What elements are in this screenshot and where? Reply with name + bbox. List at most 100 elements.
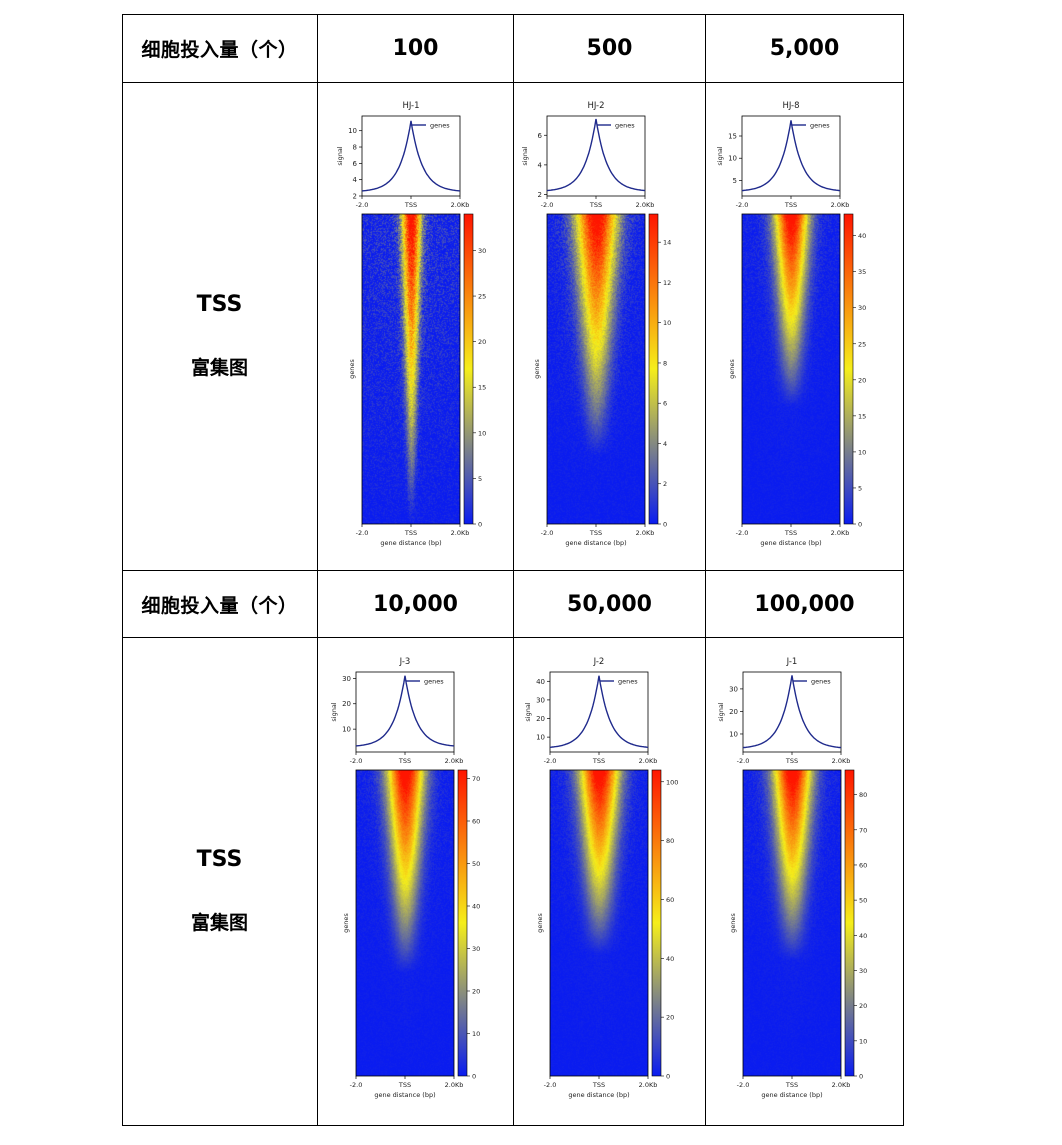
profile-ytick-label: 10 [729, 730, 738, 738]
colorbar [463, 213, 474, 525]
profile-xtick-label: TSS [398, 757, 411, 765]
colorbar-tick-label: 15 [858, 412, 866, 420]
profile-frame [741, 115, 841, 197]
cell-count-500: 500 [586, 35, 633, 61]
col-divider [513, 14, 514, 1126]
plot-title: HJ-2 [587, 101, 604, 111]
profile-ytick-label: 5 [733, 177, 737, 185]
tss-label: TSS [196, 847, 243, 872]
colorbar-tick-label: 30 [472, 945, 480, 953]
profile-ytick-label: 40 [536, 678, 545, 686]
colorbar-tick-label: 40 [666, 955, 674, 963]
profile-ytick-label: 8 [353, 144, 357, 152]
profile-xtick-label: TSS [592, 757, 605, 765]
colorbar-tick-label: 0 [478, 521, 482, 529]
heatmap-ylabel: genes [533, 359, 541, 379]
colorbar-tick-label: 5 [478, 475, 482, 483]
heatmap-ylabel: genes [536, 913, 544, 933]
colorbar-tick-label: 80 [859, 791, 867, 799]
heatmap-xtick-label: -2.0 [736, 529, 749, 537]
legend-label: genes [424, 678, 444, 686]
heatmap-xlabel: gene distance (bp) [760, 539, 821, 547]
col-divider [705, 14, 706, 1126]
enrichment-map-label: 富集图 [190, 912, 248, 934]
heatmap-xtick-label: 2.0Kb [636, 529, 655, 537]
profile-xtick-label: 2.0Kb [445, 757, 464, 765]
profile-ytick-label: 15 [728, 133, 737, 141]
colorbar-tick-label: 6 [663, 400, 667, 408]
profile-xtick-label: -2.0 [541, 201, 554, 209]
profile-ylabel: signal [717, 702, 725, 721]
heatmap-ylabel: genes [348, 359, 356, 379]
profile-xtick-label: TSS [784, 201, 797, 209]
profile-ylabel: signal [521, 146, 529, 165]
tss-plot-hj-8: HJ-8 5 10 15 signal -2.0 TSS 2.0Kb genes genes -2.… [716, 101, 866, 547]
heatmap-xlabel: gene distance (bp) [374, 1091, 435, 1099]
profile-xtick-label: TSS [785, 757, 798, 765]
colorbar-tick-label: 60 [666, 896, 674, 904]
colorbar-tick-label: 50 [859, 897, 867, 905]
colorbar-tick-label: 40 [858, 232, 866, 240]
colorbar-tick-label: 70 [472, 775, 480, 783]
cell-count-10000: 10,000 [373, 591, 458, 617]
colorbar-tick-label: 80 [666, 837, 674, 845]
heatmap-xlabel: gene distance (bp) [761, 1091, 822, 1099]
plot-title: J-2 [593, 657, 605, 667]
plot-title: J-1 [786, 657, 798, 667]
legend-label: genes [811, 678, 831, 686]
profile-ytick-label: 20 [342, 700, 351, 708]
colorbar-tick-label: 10 [478, 429, 486, 437]
colorbar-tick-label: 30 [858, 304, 866, 312]
profile-line [742, 675, 842, 749]
colorbar [844, 769, 855, 1077]
colorbar-tick-label: 15 [478, 384, 486, 392]
heatmap-image [362, 214, 460, 524]
col-divider [317, 14, 318, 1126]
heatmap-image [742, 214, 840, 524]
tss-plot-hj-2: HJ-2 2 4 6 signal -2.0 TSS 2.0Kb genes genes -2.0 T… [521, 101, 671, 547]
cell-count-100000: 100,000 [754, 591, 855, 617]
results-table: 细胞投入量（个） 100 500 5,000 TSS 富集图 细胞投入量（个） … [122, 14, 904, 1126]
profile-ytick-label: 20 [536, 715, 545, 723]
colorbar-tick-label: 20 [858, 376, 866, 384]
profile-ylabel: signal [330, 702, 338, 721]
heatmap-xtick-label: 2.0Kb [445, 1081, 464, 1089]
tss-plot-hj-1: HJ-1 2 4 6 8 10 signal -2.0 TSS 2.0Kb genes genes -2… [336, 101, 486, 547]
heatmap-xtick-label: 2.0Kb [451, 529, 470, 537]
colorbar-tick-label: 70 [859, 826, 867, 834]
profile-xtick-label: -2.0 [544, 757, 557, 765]
colorbar-tick-label: 40 [472, 903, 480, 911]
tss-row-label: TSS 富集图 [122, 292, 317, 380]
heatmap-xtick-label: TSS [404, 529, 417, 537]
heatmap-xtick-label: TSS [784, 529, 797, 537]
profile-xtick-label: 2.0Kb [451, 201, 470, 209]
profile-ylabel: signal [716, 146, 724, 165]
legend-label: genes [615, 122, 635, 130]
colorbar-tick-label: 0 [859, 1073, 863, 1081]
profile-ytick-label: 2 [538, 191, 542, 199]
heatmap-xtick-label: -2.0 [737, 1081, 750, 1089]
heatmap-image [547, 214, 645, 524]
heatmap-xtick-label: TSS [592, 1081, 605, 1089]
colorbar-tick-label: 0 [663, 521, 667, 529]
profile-ytick-label: 30 [342, 675, 351, 683]
colorbar-tick-label: 12 [663, 279, 671, 287]
enrichment-map-label: 富集图 [190, 357, 248, 379]
heatmap-xlabel: gene distance (bp) [565, 539, 626, 547]
cell-count-label: 细胞投入量（个） [141, 594, 298, 617]
heatmap-ylabel: genes [342, 913, 350, 933]
heatmap-xtick-label: 2.0Kb [639, 1081, 658, 1089]
plot-title: HJ-1 [402, 101, 419, 111]
profile-line [361, 120, 461, 192]
colorbar [651, 769, 662, 1077]
profile-ytick-label: 10 [348, 127, 357, 135]
profile-xtick-label: -2.0 [350, 757, 363, 765]
heatmap-xtick-label: TSS [589, 529, 602, 537]
heatmap-xtick-label: TSS [785, 1081, 798, 1089]
colorbar-tick-label: 60 [859, 861, 867, 869]
tss-plot-j-3: J-3 10 20 30 signal -2.0 TSS 2.0Kb genes genes -2.… [330, 657, 480, 1099]
profile-ytick-label: 30 [536, 696, 545, 704]
profile-frame [355, 671, 455, 753]
profile-line [546, 118, 646, 192]
colorbar-tick-label: 25 [478, 293, 486, 301]
